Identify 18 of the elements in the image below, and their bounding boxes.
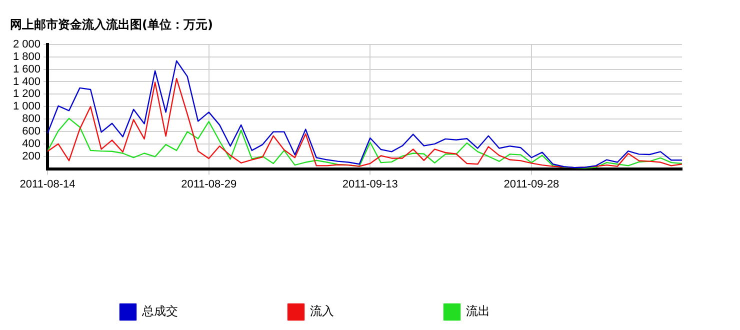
legend-label: 总成交: [141, 304, 178, 318]
y-tick-label: 1 400: [12, 76, 41, 88]
y-tick-label: 1 600: [12, 63, 41, 76]
y-tick-label: 2 000: [12, 38, 41, 50]
x-tick-label: 2011-08-29: [181, 178, 237, 190]
y-tick-label: 800: [22, 113, 41, 126]
legend-label: 流出: [466, 304, 490, 318]
y-tick-label: 1 000: [12, 100, 41, 113]
chart-title: 网上邮市资金流入流出图(单位：万元): [10, 17, 213, 32]
x-tick-label: 2011-09-13: [342, 178, 398, 190]
y-tick-label: 1 800: [12, 50, 41, 63]
y-tick-label: 600: [22, 126, 41, 138]
y-tick-label: 400: [22, 138, 41, 150]
y-tick-label: 200: [22, 150, 41, 162]
x-tick-label: 2011-08-14: [20, 178, 76, 190]
legend-label: 流入: [310, 304, 334, 318]
y-tick-label: 1 200: [12, 88, 41, 100]
x-tick-label: 2011-09-28: [504, 178, 560, 190]
